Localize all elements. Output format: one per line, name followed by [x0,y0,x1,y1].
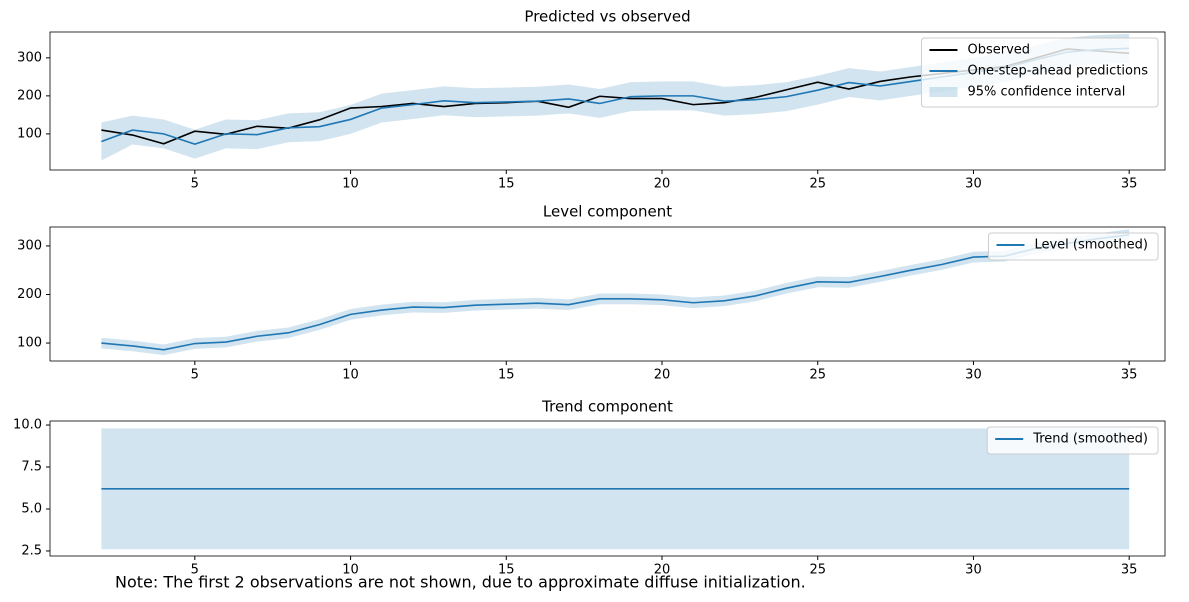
x-tick-label: 15 [498,563,515,578]
plot-frame [49,31,1166,171]
note: Note: The first 2 observations are not s… [115,573,806,592]
x-tick-label: 10 [342,368,359,383]
y-tick-label: 200 [17,287,42,302]
legend-label: One-step-ahead predictions [967,64,1148,79]
chart-title: Trend component [541,398,673,416]
x-tick-label: 20 [654,177,671,192]
legend-label: Trend (smoothed) [1032,432,1148,447]
legend: Level (smoothed) [987,232,1159,261]
x-tick-label: 5 [191,563,199,578]
x-tick-label: 30 [965,563,982,578]
series-line [101,233,1130,351]
y-tick-label: 7.5 [21,460,42,475]
x-tick-label: 10 [342,563,359,578]
x-tick-label: 25 [809,563,826,578]
legend: Observed One-step-ahead predictions 95% co… [920,37,1159,108]
x-tick-label: 35 [1121,177,1138,192]
y-tick-label: 5.0 [21,501,42,516]
y-tick-label: 200 [17,88,42,103]
x-tick-label: 25 [809,368,826,383]
x-tick-label: 20 [654,563,671,578]
x-tick-label: 10 [342,177,359,192]
legend: Trend (smoothed) [986,426,1159,455]
y-tick-label: 300 [17,238,42,253]
legend-label: 95% confidence interval [967,85,1125,100]
x-tick-label: 5 [191,368,199,383]
legend-label: Level (smoothed) [1034,238,1148,253]
y-tick-label: 100 [17,126,42,141]
x-tick-label: 25 [809,177,826,192]
x-tick-label: 30 [965,177,982,192]
chart-title: Predicted vs observed [524,8,690,26]
y-tick-label: 300 [17,50,42,65]
chart-title: Level component [543,203,672,221]
legend-box [986,426,1159,455]
legend-box [987,232,1159,261]
legend-swatch [929,87,958,97]
x-tick-label: 35 [1121,563,1138,578]
legend-box [920,37,1159,108]
x-tick-label: 30 [965,368,982,383]
y-tick-label: 10.0 [13,418,42,433]
legend-label: Observed [967,43,1030,58]
x-tick-label: 15 [498,368,515,383]
x-tick-label: 5 [191,177,199,192]
x-tick-label: 20 [654,368,671,383]
x-tick-label: 15 [498,177,515,192]
x-tick-label: 35 [1121,368,1138,383]
y-tick-label: 100 [17,336,42,351]
plot-frame [49,420,1166,557]
y-tick-label: 2.5 [21,543,42,558]
